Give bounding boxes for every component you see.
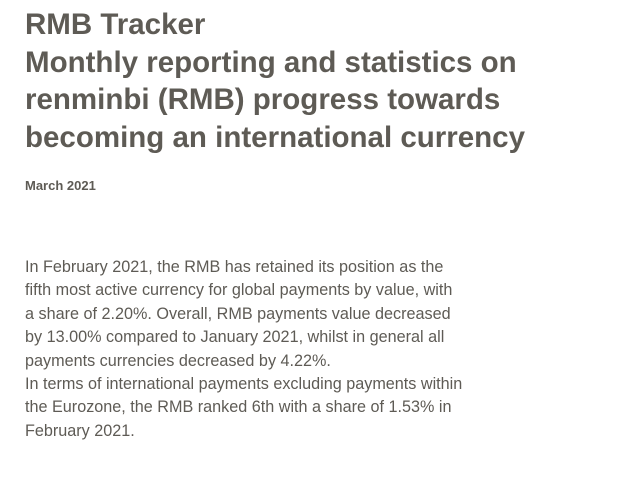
paragraph-payments-ranking: In February 2021, the RMB has retained i… (25, 256, 545, 373)
paragraph-line: In terms of international payments exclu… (25, 375, 463, 394)
body-text: In February 2021, the RMB has retained i… (25, 256, 545, 443)
title-line: RMB Tracker (25, 8, 206, 41)
paragraph-line: payments currencies decreased by 4.22%. (25, 351, 331, 370)
report-date: March 2021 (25, 178, 96, 193)
document-title: RMB Tracker Monthly reporting and statis… (25, 6, 625, 156)
paragraph-line: by 13.00% compared to January 2021, whil… (25, 328, 445, 347)
title-line: Monthly reporting and statistics on (25, 45, 517, 79)
paragraph-line: the Eurozone, the RMB ranked 6th with a … (25, 398, 452, 417)
title-line: renminbi (RMB) progress towards (25, 83, 501, 116)
paragraph-line: fifth most active currency for global pa… (25, 281, 453, 300)
paragraph-line: February 2021. (25, 421, 135, 440)
title-line: becoming an international currency (25, 120, 525, 154)
paragraph-international-ranking: In terms of international payments exclu… (25, 373, 545, 443)
paragraph-line: a share of 2.20%. Overall, RMB payments … (25, 304, 451, 323)
paragraph-line: In February 2021, the RMB has retained i… (25, 258, 444, 276)
